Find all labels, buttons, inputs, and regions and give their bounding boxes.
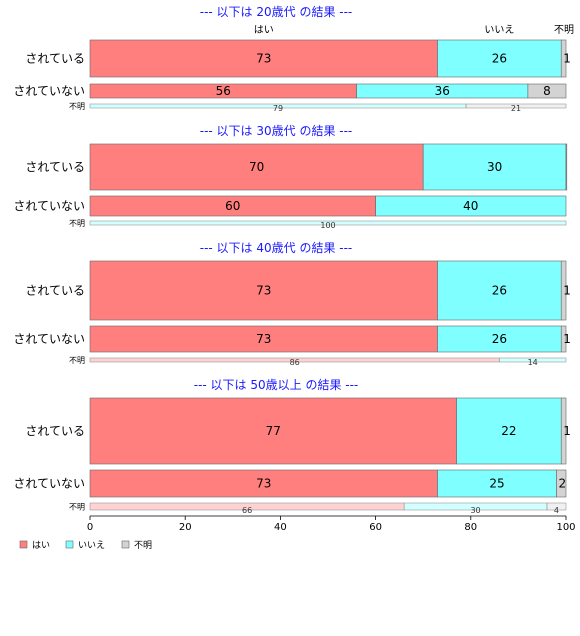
bar-segment xyxy=(89,397,457,465)
data-label: 1 xyxy=(563,52,571,66)
bar-segment xyxy=(89,260,438,321)
data-label: 14 xyxy=(528,358,538,367)
data-label: 77 xyxy=(266,424,281,438)
bar-segment xyxy=(89,39,438,78)
bar-segment xyxy=(437,325,562,353)
row-label: 不明 xyxy=(69,102,85,111)
data-label: 70 xyxy=(249,160,264,174)
bar-segment xyxy=(89,325,438,353)
data-label: 2 xyxy=(558,477,566,491)
legend-label: はい xyxy=(32,540,50,551)
data-label: 73 xyxy=(256,477,271,491)
legend-swatch xyxy=(19,540,28,549)
row-label: されている xyxy=(25,424,85,438)
data-label: 100 xyxy=(320,221,335,230)
row-label: 不明 xyxy=(69,503,85,512)
bar-segment xyxy=(565,143,568,191)
data-label: 30 xyxy=(487,160,502,174)
bar-segment xyxy=(437,469,557,498)
data-label: 4 xyxy=(554,506,559,515)
data-label: 36 xyxy=(435,84,450,98)
panel-title: --- 以下は 40歳代 の結果 --- xyxy=(200,241,353,255)
row-label: されている xyxy=(25,52,85,66)
bar-segment xyxy=(560,325,567,353)
panel-title: --- 以下は 50歳以上 の結果 --- xyxy=(194,378,359,392)
bar-segment xyxy=(560,39,567,78)
row-label: されていない xyxy=(13,477,85,491)
data-label: 26 xyxy=(492,52,507,66)
row-label: されている xyxy=(25,160,85,174)
bar-segment xyxy=(560,260,567,321)
data-label: 56 xyxy=(216,84,231,98)
data-label: 73 xyxy=(256,332,271,346)
bar-segment xyxy=(437,39,562,78)
row-label: されていない xyxy=(13,332,85,346)
data-label: 66 xyxy=(242,506,252,515)
row-label: されていない xyxy=(13,84,85,98)
bar-segment xyxy=(527,83,567,99)
legend-swatch xyxy=(121,540,130,549)
bar-segment xyxy=(546,502,567,511)
row-label: 不明 xyxy=(69,219,85,228)
bar-segment xyxy=(465,103,567,109)
data-label: 86 xyxy=(290,358,300,367)
panel-title: --- 以下は 30歳代 の結果 --- xyxy=(200,124,353,138)
legend-label: いいえ xyxy=(78,540,105,551)
column-header: 不明 xyxy=(554,24,574,36)
data-label: 25 xyxy=(489,477,504,491)
x-tick-label: 60 xyxy=(369,522,382,533)
column-header: いいえ xyxy=(484,24,514,36)
data-label: 60 xyxy=(225,199,240,213)
data-label: 21 xyxy=(511,104,521,113)
data-label: 26 xyxy=(492,284,507,298)
data-label: 40 xyxy=(463,199,478,213)
row-label: されている xyxy=(25,284,85,298)
data-label: 73 xyxy=(256,284,271,298)
x-tick-label: 80 xyxy=(464,522,477,533)
data-label: 26 xyxy=(492,332,507,346)
data-label: 8 xyxy=(543,84,551,98)
x-tick-label: 100 xyxy=(556,522,575,533)
row-label: 不明 xyxy=(69,356,85,365)
legend-label: 不明 xyxy=(134,540,152,551)
bar-segment xyxy=(456,397,562,465)
data-label: 79 xyxy=(273,104,283,113)
bar-segment xyxy=(499,357,567,363)
data-label: 30 xyxy=(470,506,480,515)
bar-segment xyxy=(556,469,567,498)
panel-title: --- 以下は 20歳代 の結果 --- xyxy=(200,5,353,19)
data-label: 1 xyxy=(563,332,571,346)
column-header: はい xyxy=(254,24,274,36)
bar-segment xyxy=(375,195,567,217)
x-tick-label: 0 xyxy=(87,522,93,533)
data-label: 22 xyxy=(501,424,516,438)
data-label: 1 xyxy=(563,284,571,298)
data-label: 73 xyxy=(256,52,271,66)
bar-segment xyxy=(89,143,424,191)
x-tick-label: 20 xyxy=(179,522,192,533)
legend-swatch xyxy=(65,540,74,549)
x-tick-label: 40 xyxy=(274,522,287,533)
bar-segment xyxy=(89,220,567,226)
row-label: されていない xyxy=(13,199,85,213)
bar-segment xyxy=(560,397,567,465)
data-label: 1 xyxy=(563,424,571,438)
